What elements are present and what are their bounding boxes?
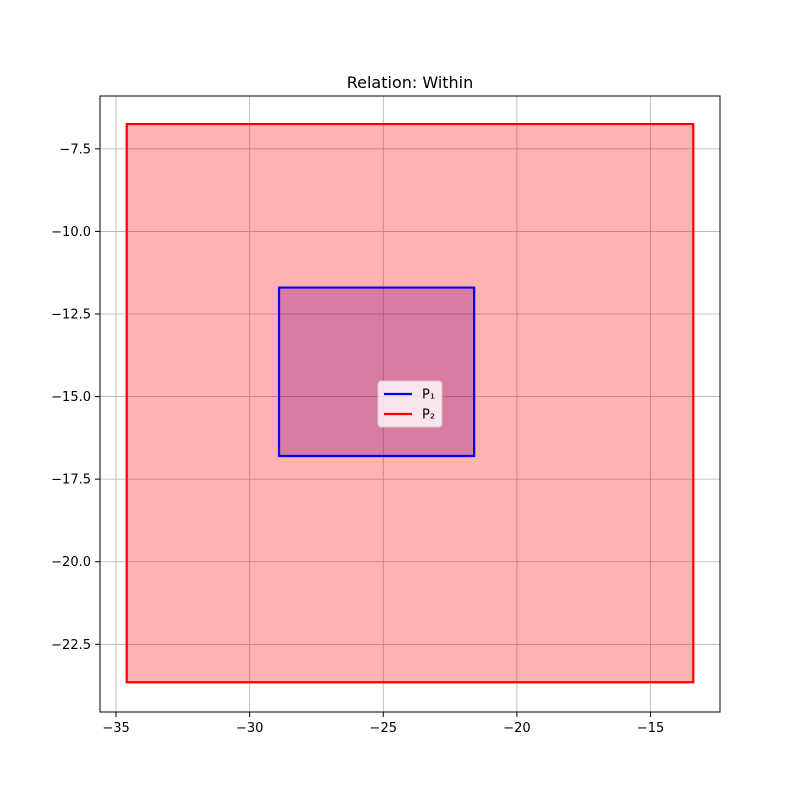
legend: P₁ P₂: [377, 380, 443, 428]
y-tick-label: −22.5: [51, 638, 91, 653]
y-tick-label: −7.5: [59, 142, 91, 157]
x-tick-label: −35: [102, 721, 129, 736]
polygon-fill-1: [279, 287, 475, 457]
y-tick-label: −12.5: [51, 307, 91, 322]
y-tick-label: −17.5: [51, 473, 91, 488]
axes-frame: [99, 95, 721, 713]
y-tick-label: −10.0: [51, 225, 91, 240]
x-tick-label: −25: [370, 721, 397, 736]
axes: −35 −30 −25 −20 −15 −7.5 −10.0 −12.5 −15.0 −17.5 −…: [51, 95, 721, 736]
x-tick-label: −15: [637, 721, 664, 736]
polygon-outline-1: [277, 286, 476, 458]
legend-label-2: P₂: [422, 408, 435, 423]
legend-box: [377, 380, 443, 428]
chart-title: Relation: Within: [347, 73, 474, 92]
y-tick-label: −15.0: [51, 390, 91, 405]
x-tick-label: −30: [236, 721, 263, 736]
legend-label-1: P₁: [422, 388, 435, 403]
y-tick-label: −20.0: [51, 555, 91, 570]
x-tick-label: −20: [503, 721, 530, 736]
polygon-outline-2: [125, 122, 695, 684]
